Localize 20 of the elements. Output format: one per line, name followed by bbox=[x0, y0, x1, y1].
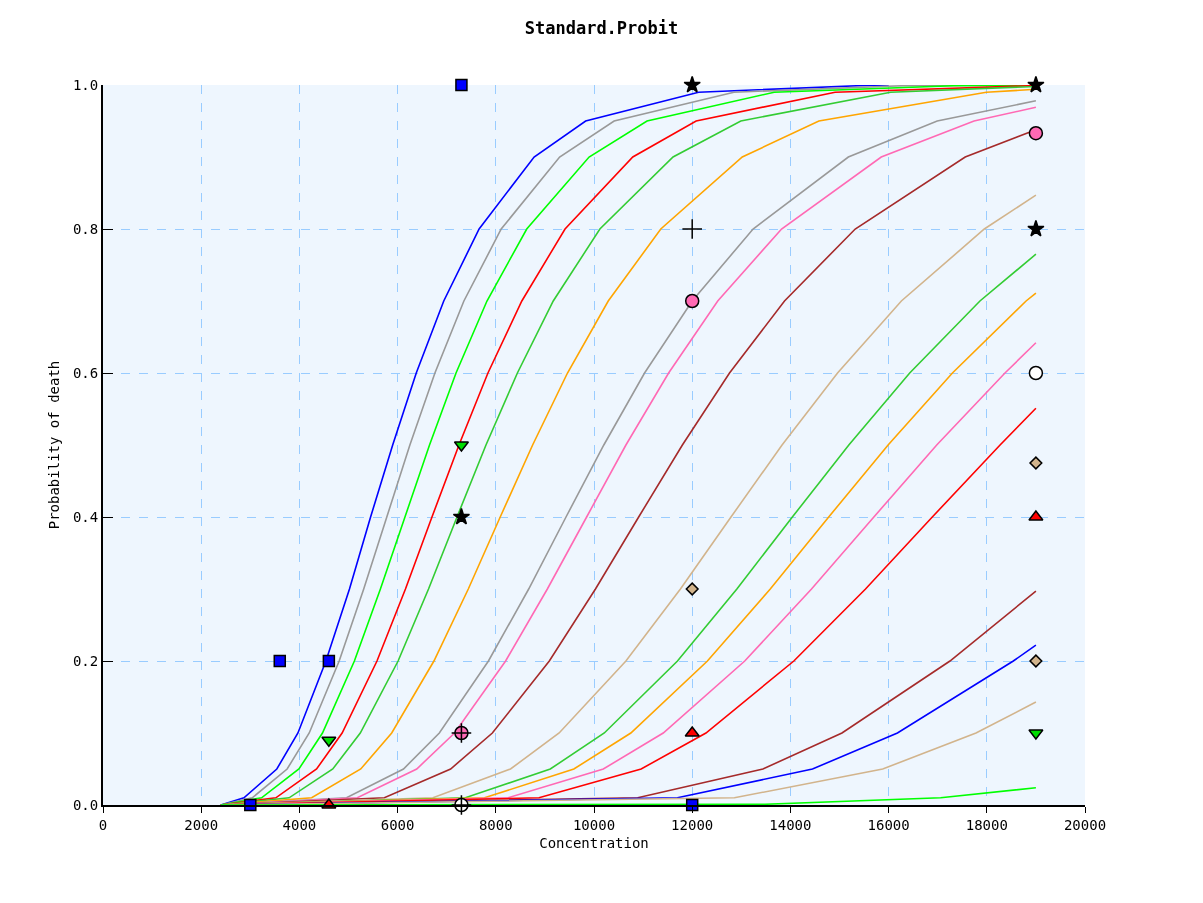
y-tick-label: 0.8 bbox=[72, 220, 99, 237]
y-tick-label: 0.2 bbox=[72, 652, 99, 669]
x-tick-label: 8000 bbox=[478, 816, 513, 833]
y-tick-label: 0.4 bbox=[72, 508, 99, 525]
x-tick-label: 14000 bbox=[769, 816, 812, 833]
y-axis-title: Probability of death bbox=[46, 360, 62, 530]
x-tick-label: 12000 bbox=[671, 816, 714, 833]
x-tick-label: 10000 bbox=[572, 816, 616, 833]
x-tick-label: 6000 bbox=[380, 816, 415, 833]
x-tick-label: 0 bbox=[98, 816, 108, 833]
x-tick-label: 18000 bbox=[965, 816, 1008, 833]
y-tick-label: 0.0 bbox=[72, 796, 99, 813]
x-tick-label: 20000 bbox=[1063, 816, 1107, 833]
x-tick-label: 4000 bbox=[282, 816, 317, 833]
x-axis-title: Concentration bbox=[539, 834, 649, 851]
y-tick-label: 1.0 bbox=[72, 76, 99, 93]
chart-title: Standard.Probit bbox=[524, 18, 679, 39]
x-tick-label: 2000 bbox=[184, 816, 219, 833]
y-tick-label: 0.6 bbox=[72, 364, 99, 381]
x-tick-label: 16000 bbox=[867, 816, 910, 833]
